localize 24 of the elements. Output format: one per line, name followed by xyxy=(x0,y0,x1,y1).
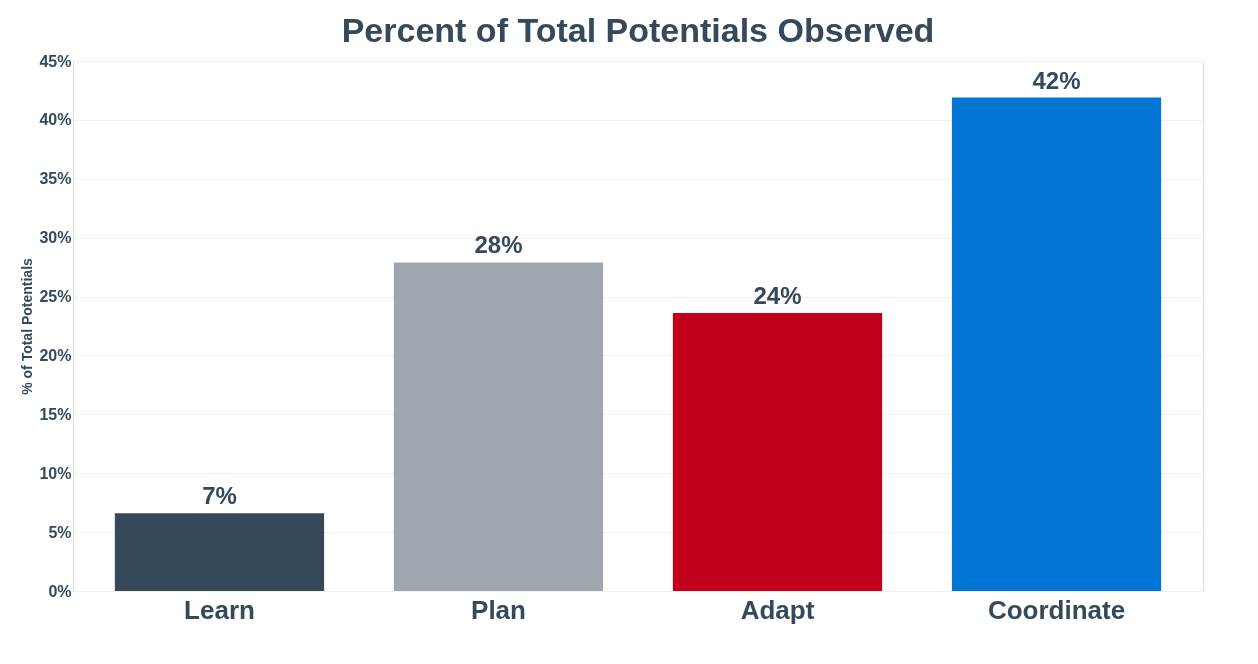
y-tick-label: 35% xyxy=(39,170,72,188)
data-label: 42% xyxy=(1032,66,1081,94)
y-tick-label: 45% xyxy=(39,52,72,70)
bar xyxy=(672,313,883,591)
y-tick-label: 15% xyxy=(39,405,72,423)
x-tick-label: Learn xyxy=(184,594,255,625)
x-tick-label: Coordinate xyxy=(987,594,1126,625)
y-tick-label: 5% xyxy=(48,523,72,541)
bar xyxy=(393,262,604,591)
bar xyxy=(114,513,325,591)
y-tick-label: 10% xyxy=(39,464,72,482)
y-tick-label: 30% xyxy=(39,229,72,247)
data-label: 28% xyxy=(474,231,523,259)
y-tick-label: 20% xyxy=(39,346,72,364)
x-tick-label: Plan xyxy=(471,594,526,625)
y-tick-label: 0% xyxy=(48,582,72,600)
data-label: 24% xyxy=(753,282,802,310)
bar xyxy=(951,97,1162,591)
y-axis-title: % of Total Potentials xyxy=(19,257,36,395)
chart-title: Percent of Total Potentials Observed xyxy=(341,11,935,49)
y-tick-label: 40% xyxy=(39,111,72,129)
x-tick-label: Adapt xyxy=(740,594,815,625)
y-tick-label: 25% xyxy=(39,288,72,306)
data-label: 7% xyxy=(202,482,237,510)
